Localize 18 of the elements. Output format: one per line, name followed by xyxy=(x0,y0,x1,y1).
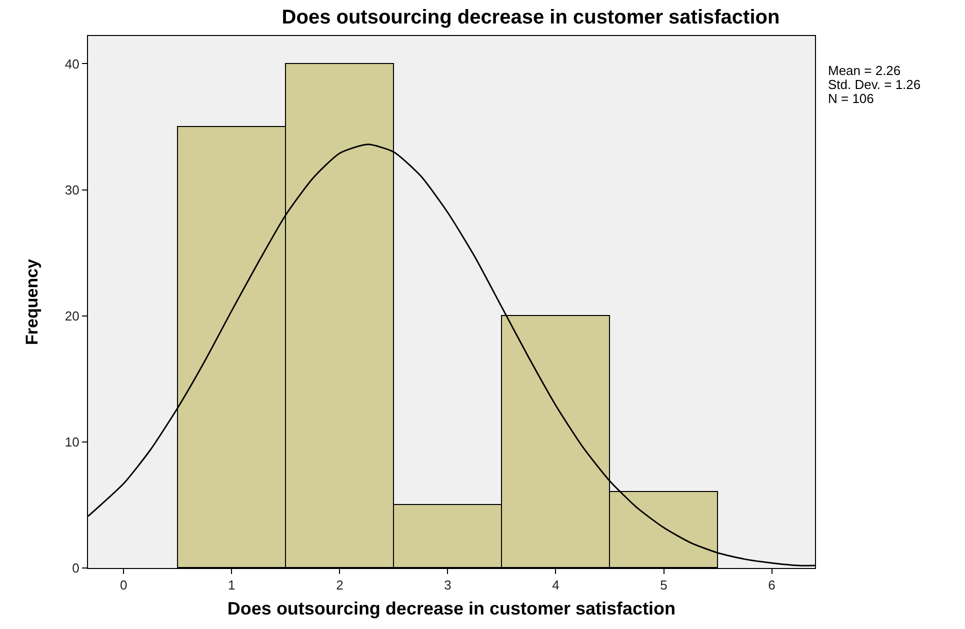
text: N = 106 xyxy=(828,91,874,106)
x-tick-label: 6 xyxy=(768,578,776,593)
x-tick-label: 0 xyxy=(120,578,128,593)
y-axis-title: Frequency xyxy=(22,258,42,345)
y-tick-label: 40 xyxy=(64,56,80,72)
x-tick-label: 1 xyxy=(228,578,236,593)
y-tick-label: 20 xyxy=(64,308,80,324)
x-axis-title: Does outsourcing decrease in customer satisfaction xyxy=(227,598,676,619)
text: Mean = 2.26 xyxy=(828,63,901,78)
text: Std. Dev. = 1.26 xyxy=(828,77,921,92)
chart-title: Does outsourcing decrease in customer satisfaction xyxy=(282,6,780,28)
x-tick-label: 3 xyxy=(444,578,452,593)
x-tick-label: 5 xyxy=(660,578,668,593)
x-tick-label: 2 xyxy=(336,578,344,593)
y-tick-label: 0 xyxy=(72,560,80,576)
y-tick-label: 10 xyxy=(64,434,80,450)
y-tick-label: 30 xyxy=(64,182,80,198)
x-tick-label: 4 xyxy=(552,578,560,593)
